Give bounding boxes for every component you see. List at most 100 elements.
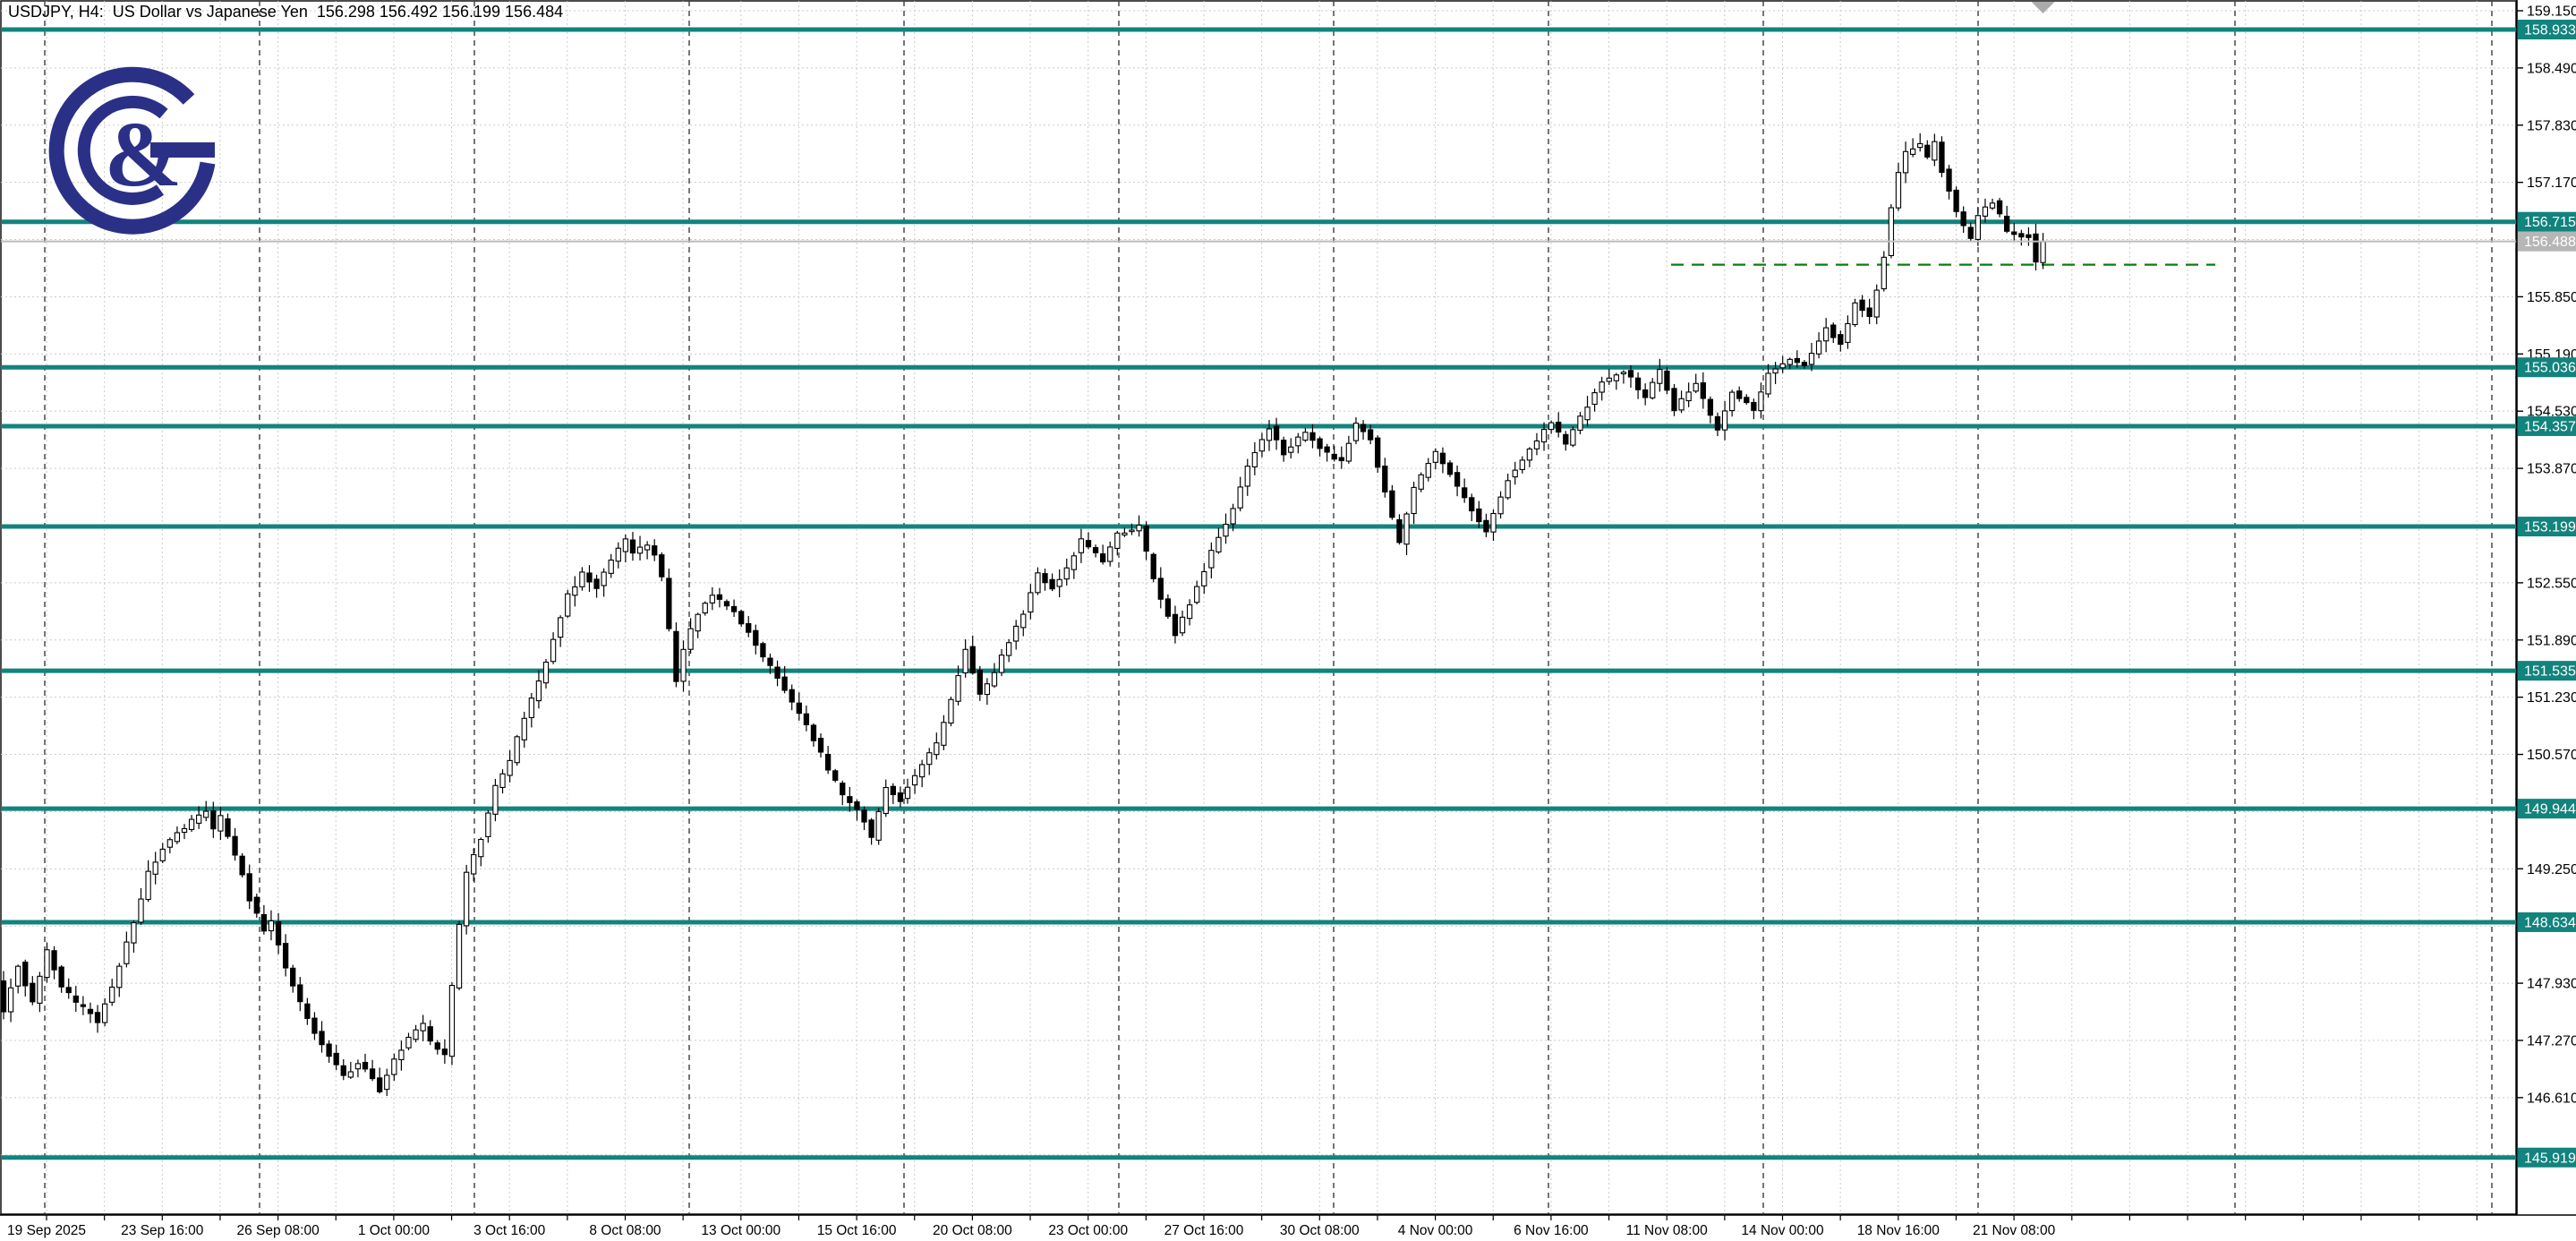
candle-body <box>1866 307 1872 317</box>
candle-body <box>514 736 520 764</box>
candle-body <box>1462 487 1468 499</box>
candle-body <box>767 657 773 666</box>
candle-body <box>1772 368 1778 374</box>
candle-body <box>991 672 998 687</box>
candle-body <box>542 662 550 684</box>
x-axis-tick-label: 3 Oct 16:00 <box>473 1223 546 1238</box>
candle-body <box>1765 372 1771 395</box>
candle-body <box>1042 573 1048 584</box>
candle-body <box>1563 433 1569 445</box>
x-axis-tick-label: 11 Nov 08:00 <box>1626 1223 1708 1238</box>
candle-body <box>58 966 64 988</box>
candle-body <box>398 1049 405 1061</box>
price-axis[interactable]: 159.150158.490157.830157.170155.850155.1… <box>2517 4 2576 1168</box>
candle-body <box>1085 540 1092 548</box>
candle-body <box>687 628 694 650</box>
level-label-bg <box>2518 1147 2576 1168</box>
candle-body <box>1338 457 1344 462</box>
level-price-label: 153.199 <box>2524 520 2576 535</box>
y-axis-tick-label: 151.230 <box>2527 690 2576 706</box>
candle-body <box>362 1061 369 1070</box>
chart-shift-marker[interactable] <box>2031 2 2055 13</box>
y-axis-tick-label: 147.270 <box>2527 1033 2576 1048</box>
candle-body <box>673 630 679 682</box>
candle-body <box>369 1068 376 1080</box>
candle-body <box>1801 362 1808 366</box>
candle-body <box>73 995 79 1003</box>
candle-body <box>1281 440 1287 456</box>
candle-body <box>253 896 260 914</box>
candle-body <box>1179 616 1186 634</box>
x-axis-tick-label: 21 Nov 08:00 <box>1973 1223 2056 1238</box>
x-axis-tick-label: 23 Oct 00:00 <box>1048 1223 1128 1238</box>
candle-body <box>608 559 614 574</box>
chart-title-line: USDJPY, H4: US Dollar vs Japanese Yen 15… <box>8 3 564 21</box>
candle-body <box>1454 472 1461 487</box>
candle-body <box>1194 586 1200 603</box>
candle-body <box>297 984 303 1003</box>
candle-body <box>1606 377 1612 382</box>
level-price-label: 154.357 <box>2524 419 2576 434</box>
candle-body <box>1136 524 1142 532</box>
candle-body <box>44 949 50 979</box>
candle-body <box>1924 144 1931 158</box>
x-axis-tick-label: 14 Nov 00:00 <box>1741 1223 1824 1238</box>
candle-body <box>911 775 918 786</box>
candle-body <box>1389 490 1395 518</box>
candle-body <box>2033 233 2039 263</box>
candle-body <box>789 689 795 703</box>
candle-body <box>1830 324 1837 338</box>
candle-body <box>1505 480 1511 499</box>
candle-body <box>998 655 1005 673</box>
candle-body <box>854 801 860 810</box>
horizontal-levels <box>1 27 2517 1160</box>
candle-body <box>955 674 961 702</box>
candle-body <box>746 622 752 633</box>
candle-body <box>1917 142 1923 149</box>
candle-body <box>94 1012 101 1023</box>
candle-body <box>1150 553 1156 579</box>
candle-body <box>391 1058 397 1075</box>
candle-body <box>709 595 715 603</box>
time-axis[interactable]: 19 Sep 2025 23 Sep 16:00 26 Sep 08:00 1 Oct… <box>7 1215 2478 1238</box>
x-axis-tick-label: 18 Nov 16:00 <box>1857 1223 1941 1238</box>
candle-body <box>145 870 151 901</box>
candle-body <box>1223 523 1229 537</box>
candle-body <box>1107 546 1113 562</box>
candle-body <box>304 1003 311 1019</box>
candle-body <box>1664 370 1670 391</box>
candle-body <box>716 594 723 600</box>
candle-body <box>239 855 245 876</box>
candle-body <box>1902 150 1909 174</box>
candle-body <box>1367 429 1374 441</box>
candle-body <box>1266 428 1273 441</box>
candle-body <box>290 967 296 987</box>
candle-body <box>1258 439 1266 452</box>
candle-body <box>926 752 933 766</box>
y-axis-tick-label: 147.930 <box>2527 977 2576 992</box>
candle-body <box>1728 391 1736 412</box>
candle-body <box>1888 207 1895 257</box>
candle-body <box>260 913 268 932</box>
candle-body <box>1143 526 1149 552</box>
candle-body <box>1317 438 1323 449</box>
candle-body <box>1186 603 1193 620</box>
candle-body <box>1982 206 1989 217</box>
candle-body <box>636 546 644 554</box>
x-axis-tick-label: 26 Sep 08:00 <box>236 1223 320 1238</box>
candle-body <box>246 873 252 902</box>
candle-body <box>1439 452 1446 465</box>
x-axis-tick-label: 30 Oct 08:00 <box>1280 1223 1360 1238</box>
y-axis-tick-label: 153.870 <box>2527 462 2576 477</box>
candle-body <box>1324 446 1330 453</box>
candle-body <box>1556 421 1562 433</box>
candle-body <box>420 1023 426 1031</box>
candle-body <box>275 921 282 946</box>
candle-body <box>1295 436 1301 447</box>
candle-body <box>1208 550 1215 569</box>
candle-body <box>1700 382 1706 399</box>
candle-body <box>1721 410 1728 431</box>
